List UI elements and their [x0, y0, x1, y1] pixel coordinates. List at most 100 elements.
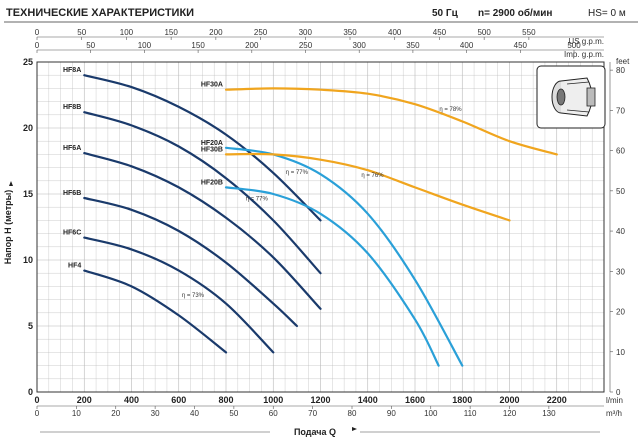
y-tick-label-m: 20 [23, 123, 33, 133]
pump-icon [536, 65, 606, 129]
series-line-hf6a [83, 152, 322, 310]
x-unit-us: US g.p.m. [568, 37, 604, 46]
axes: 0 200 400 600 800 1000 1200 1400 1600 1800 2000 220… [3, 28, 630, 437]
y-tick-label-feet: 50 [616, 187, 625, 196]
y-unit-feet: feet [616, 57, 630, 66]
y-tick-label-m: 10 [23, 255, 33, 265]
series-label-hf20b: HF20B [201, 179, 223, 186]
series-label-hf6c: HF6C [63, 230, 81, 237]
y-axis-title: Напор H (метры) [3, 190, 13, 265]
efficiency-annotation: η = 77% [286, 170, 309, 176]
series-labels: HF8A HF8B HF6A HF6B HF6C HF4 HF20A HF20B HF30A HF… [63, 67, 223, 269]
x-tick-label-lmin: 400 [124, 395, 139, 405]
x-tick-label-m3h: 120 [503, 409, 517, 418]
y-tick-label-feet: 60 [616, 147, 625, 156]
series-label-hf8b: HF8B [63, 104, 81, 111]
series-line-hf6b [83, 196, 298, 328]
series-line-hf4 [83, 269, 228, 354]
x-tick-label-lmin: 800 [218, 395, 233, 405]
chart-title: ТЕХНИЧЕСКИЕ ХАРАКТЕРИСТИКИ [6, 7, 194, 19]
frequency-label: 50 Гц [432, 8, 459, 19]
y-tick-label-feet: 80 [616, 66, 625, 75]
efficiency-annotations: η = 78% η = 77% η = 76% η = 77% η = 73% [182, 107, 462, 299]
x-tick-label-lmin: 0 [34, 395, 39, 405]
x-tick-label-lmin: 1400 [358, 395, 378, 405]
x-tick-label-imp: 400 [460, 41, 474, 50]
x-axis-title: Подача Q [294, 427, 336, 437]
x-tick-label-m3h: 80 [348, 409, 357, 418]
x-tick-label-us: 400 [388, 28, 402, 37]
x-tick-label-us: 550 [522, 28, 536, 37]
y-tick-label-feet: 20 [616, 308, 625, 317]
x-unit-lmin: l/min [606, 396, 623, 405]
x-tick-label-m3h: 0 [35, 409, 40, 418]
y-tick-label-m: 5 [28, 321, 33, 331]
x-tick-label-lmin: 1600 [405, 395, 425, 405]
y-tick-label-m: 0 [28, 387, 33, 397]
x-tick-label-imp: 50 [86, 41, 95, 50]
x-tick-label-imp: 350 [406, 41, 420, 50]
x-tick-label-imp: 250 [299, 41, 313, 50]
x-tick-label-m3h: 70 [308, 409, 317, 418]
x-unit-m3h: m³/h [606, 409, 622, 418]
y-tick-label-m: 25 [23, 57, 33, 67]
x-unit-imp: Imp. g.p.m. [564, 50, 604, 59]
y-axis-arrow [9, 181, 13, 186]
series-label-hf4: HF4 [68, 263, 81, 270]
x-tick-label-imp: 150 [191, 41, 205, 50]
series-group [83, 74, 558, 367]
y-tick-label-feet: 0 [616, 388, 621, 397]
efficiency-annotation: η = 73% [182, 293, 205, 299]
x-tick-label-m3h: 50 [229, 409, 238, 418]
x-axis-arrow [352, 427, 357, 431]
series-label-hf30b: HF30B [201, 146, 223, 153]
series-line-hf30a [224, 87, 558, 156]
series-line-hf20b [224, 186, 440, 367]
speed-label: n= 2900 об/мин [478, 7, 552, 19]
efficiency-annotation: η = 76% [361, 173, 384, 179]
x-tick-label-m3h: 90 [387, 409, 396, 418]
x-tick-label-lmin: 1000 [263, 395, 283, 405]
x-tick-label-us: 450 [433, 28, 447, 37]
x-tick-label-imp: 500 [567, 41, 581, 50]
x-tick-label-m3h: 20 [111, 409, 120, 418]
x-tick-label-us: 200 [209, 28, 223, 37]
x-tick-label-imp: 200 [245, 41, 259, 50]
x-tick-label-us: 0 [35, 28, 40, 37]
x-tick-label-us: 50 [77, 28, 86, 37]
x-tick-label-us: 350 [343, 28, 357, 37]
series-line-hf6c [83, 236, 275, 354]
efficiency-annotation: η = 78% [439, 107, 462, 113]
x-tick-label-imp: 0 [35, 41, 40, 50]
series-line-hf8b [83, 111, 322, 275]
x-tick-label-lmin: 1200 [310, 395, 330, 405]
x-tick-label-m3h: 40 [190, 409, 199, 418]
x-tick-label-m3h: 60 [269, 409, 278, 418]
efficiency-annotation: η = 77% [246, 197, 269, 203]
series-label-hf8a: HF8A [63, 67, 81, 74]
x-tick-label-us: 100 [120, 28, 134, 37]
y-tick-label-feet: 10 [616, 348, 625, 357]
hs-label: HS= 0 м [588, 8, 626, 19]
x-tick-label-lmin: 200 [77, 395, 92, 405]
series-label-hf6a: HF6A [63, 145, 81, 152]
header: ТЕХНИЧЕСКИЕ ХАРАКТЕРИСТИКИ 50 Гц n= 2900… [4, 7, 638, 23]
x-tick-label-m3h: 100 [424, 409, 438, 418]
y-tick-label-m: 15 [23, 189, 33, 199]
x-tick-label-imp: 300 [353, 41, 367, 50]
x-tick-label-us: 500 [477, 28, 491, 37]
x-tick-label-us: 150 [164, 28, 178, 37]
x-tick-label-imp: 450 [514, 41, 528, 50]
y-tick-label-feet: 40 [616, 227, 625, 236]
x-tick-label-imp: 100 [138, 41, 152, 50]
y-tick-label-feet: 70 [616, 106, 625, 115]
x-tick-label-m3h: 130 [542, 409, 556, 418]
x-tick-label-us: 300 [299, 28, 313, 37]
grid [36, 61, 605, 393]
series-label-hf30a: HF30A [201, 82, 223, 89]
x-tick-label-m3h: 10 [72, 409, 81, 418]
series-line-hf30b [224, 152, 511, 222]
x-tick-label-m3h: 30 [151, 409, 160, 418]
